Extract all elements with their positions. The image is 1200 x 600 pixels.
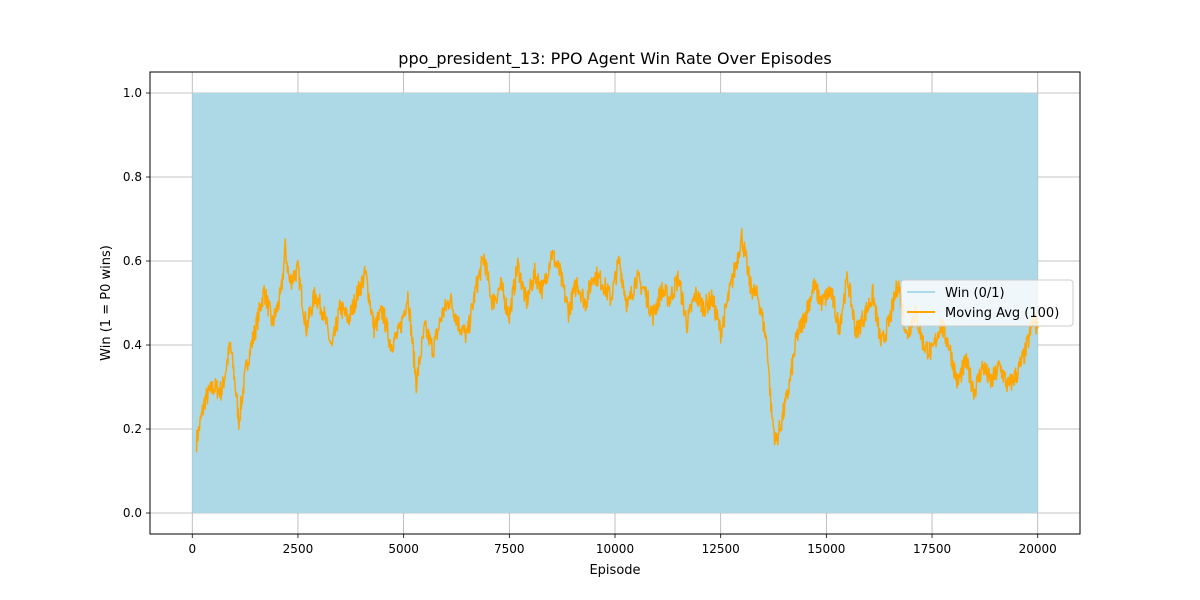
y-tick-label: 0.0 <box>123 506 142 520</box>
x-tick-label: 2500 <box>283 542 314 556</box>
x-tick-label: 12500 <box>702 542 740 556</box>
plot-area <box>192 93 1039 513</box>
legend-label-win: Win (0/1) <box>945 286 1005 301</box>
legend: Win (0/1) Moving Avg (100) <box>900 279 1074 327</box>
x-tick-label: 7500 <box>494 542 525 556</box>
y-tick-label: 1.0 <box>123 86 142 100</box>
x-tick-label: 0 <box>188 542 196 556</box>
x-tick-label: 5000 <box>388 542 419 556</box>
x-tick-label: 10000 <box>596 542 634 556</box>
win-series-band <box>192 93 1038 513</box>
chart-title: ppo_president_13: PPO Agent Win Rate Ove… <box>398 49 831 69</box>
y-tick-label: 0.8 <box>123 170 142 184</box>
x-tick-label: 20000 <box>1019 542 1057 556</box>
y-tick-label: 0.6 <box>123 254 142 268</box>
moving-avg-line <box>195 228 1039 453</box>
legend-box <box>900 279 1074 327</box>
x-tick-label: 17500 <box>913 542 951 556</box>
y-axis-label: Win (1 = P0 wins) <box>99 245 114 361</box>
x-tick-label: 15000 <box>807 542 845 556</box>
x-axis-label: Episode <box>589 563 640 578</box>
y-tick-label: 0.4 <box>123 338 142 352</box>
legend-label-moving-avg: Moving Avg (100) <box>945 306 1059 321</box>
axis-ticks: 0 2500 5000 7500 10000 12500 15000 17500 20000 0.… <box>123 86 1057 556</box>
y-tick-label: 0.2 <box>123 422 142 436</box>
